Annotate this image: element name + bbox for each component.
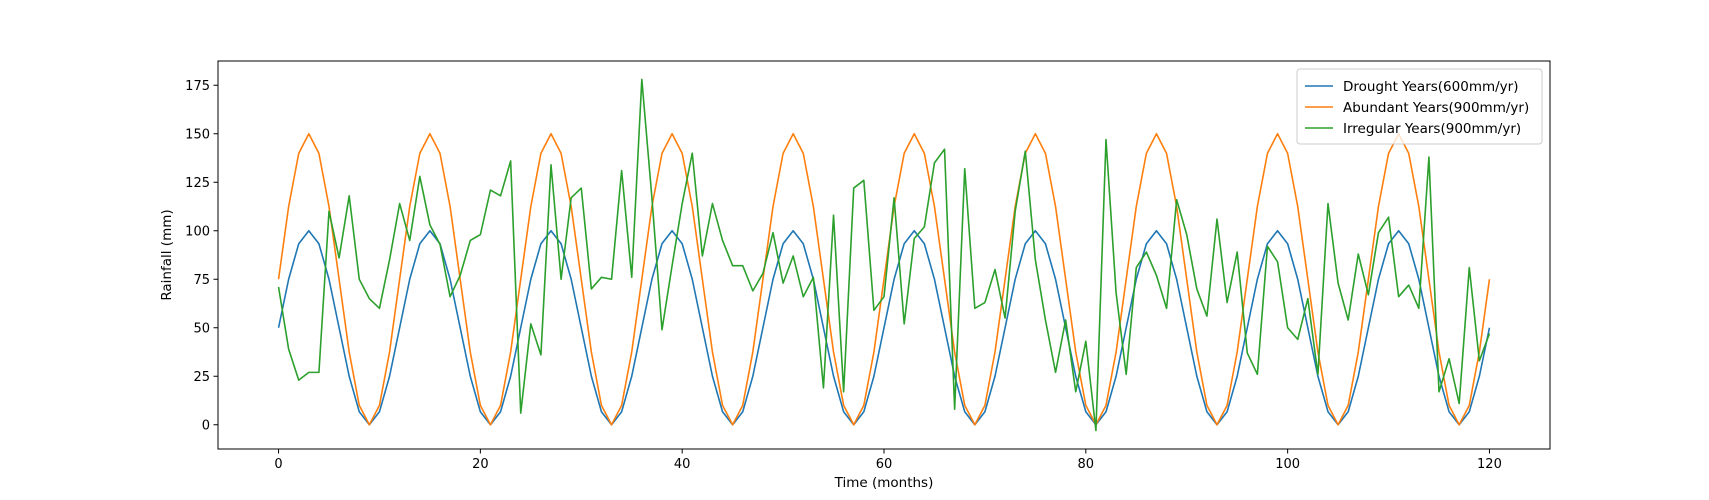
x-tick-label: 120 (1477, 457, 1502, 472)
x-tick-label: 80 (1078, 457, 1095, 472)
y-tick-label: 125 (185, 176, 210, 191)
x-tick-label: 100 (1275, 457, 1300, 472)
legend: Drought Years(600mm/yr) Abundant Years(90… (1296, 68, 1543, 145)
y-tick-label: 175 (185, 79, 210, 94)
series-line-3 (277, 78, 1491, 432)
plot-area (277, 78, 1491, 432)
y-tick-label: 150 (185, 127, 210, 142)
legend-box (1296, 68, 1543, 145)
y-tick-label: 50 (193, 321, 210, 336)
series-line-1 (277, 229, 1491, 426)
x-axis: 0 20 40 60 80 100 120 (274, 449, 1502, 472)
series-line-2 (277, 132, 1491, 426)
legend-label-2: Abundant Years(900mm/yr) (1343, 100, 1529, 116)
legend-label-3: Irregular Years(900mm/yr) (1343, 121, 1521, 137)
x-tick-label: 40 (674, 457, 691, 472)
x-axis-label: Time (months) (834, 475, 934, 491)
x-tick-label: 0 (274, 457, 282, 472)
y-tick-label: 25 (193, 370, 210, 385)
y-tick-label: 100 (185, 224, 210, 239)
y-tick-label: 75 (193, 273, 210, 288)
y-axis-label: Rainfall (mm) (159, 209, 175, 300)
y-axis: 0 25 50 75 100 125 150 175 (185, 79, 218, 433)
legend-label-1: Drought Years(600mm/yr) (1343, 79, 1518, 95)
y-tick-label: 0 (202, 418, 210, 433)
x-tick-label: 60 (876, 457, 893, 472)
x-tick-label: 20 (472, 457, 489, 472)
